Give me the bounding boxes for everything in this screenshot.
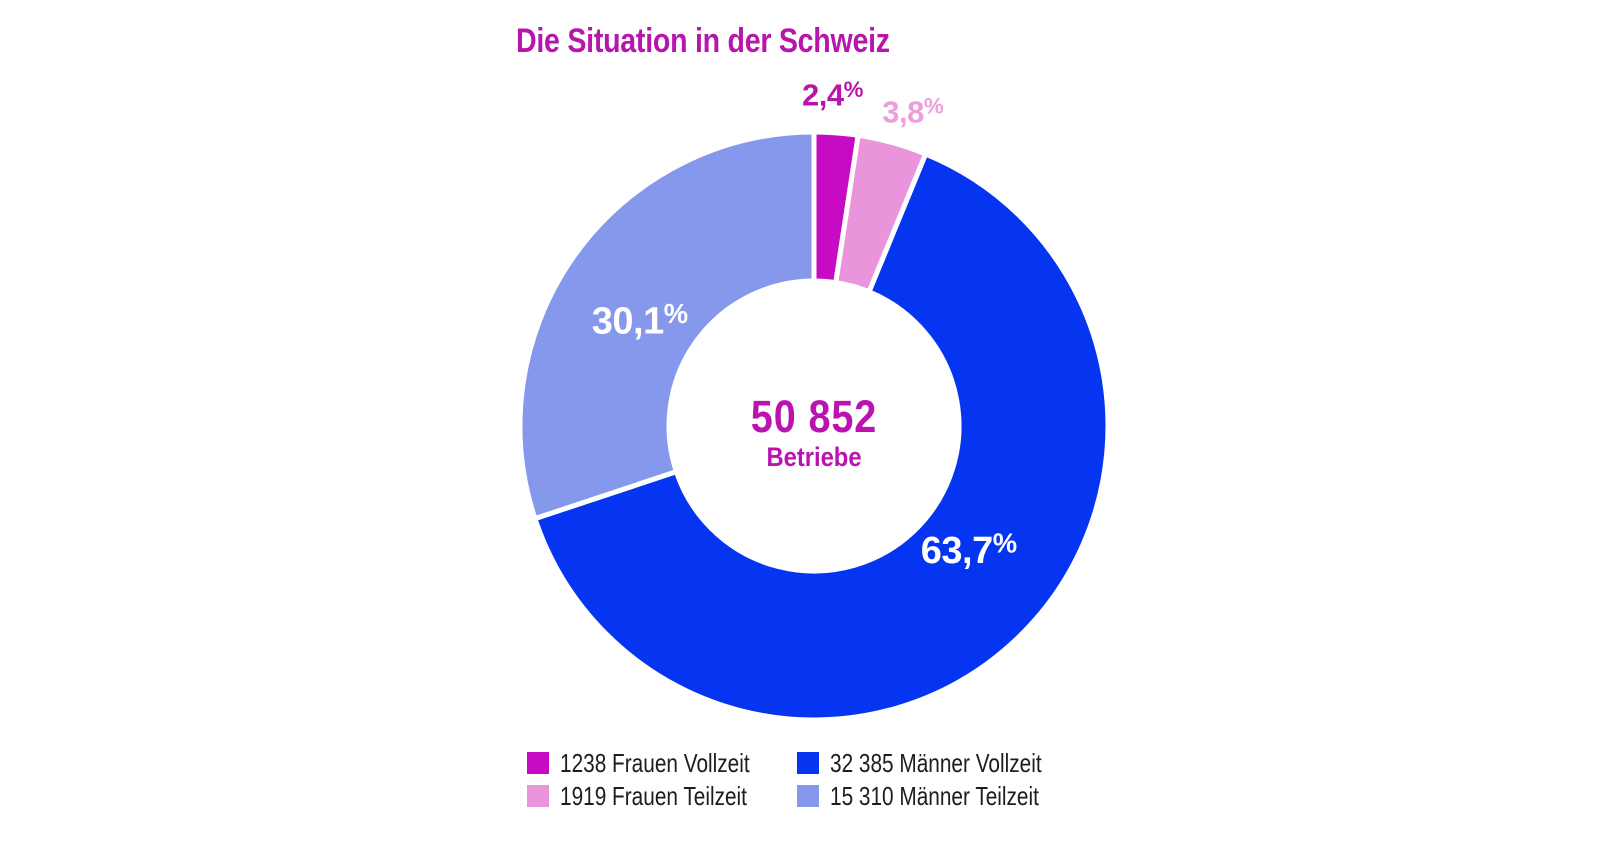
legend-column-frauen: 1238 Frauen Vollzeit 1919 Frauen Teilzei… [527,748,797,811]
donut-center-total-value: 50 852 [750,391,878,442]
legend-column-maenner: 32 385 Männer Vollzeit 15 310 Männer Tei… [797,748,1095,811]
chart-legend: 1238 Frauen Vollzeit 1919 Frauen Teilzei… [527,748,1095,811]
legend-label-maenner-vollzeit: 32 385 Männer Vollzeit [830,747,1042,778]
pie-slice-maenner-vollzeit [531,150,1111,723]
donut-center-total-unit: Betriebe [766,442,862,472]
legend-swatch-frauen-teilzeit [527,785,549,807]
pct-label-maenner-teilzeit: 30,1% [592,298,688,343]
pie-slice-maenner-teilzeit [517,129,817,522]
legend-item-frauen-vollzeit: 1238 Frauen Vollzeit [527,748,797,778]
legend-item-maenner-teilzeit: 15 310 Männer Teilzeit [797,781,1095,811]
legend-item-frauen-teilzeit: 1919 Frauen Teilzeit [527,781,797,811]
chart-title: Die Situation in der Schweiz [516,22,890,60]
pct-label-frauen-vollzeit: 2,4% [802,77,864,113]
legend-item-maenner-vollzeit: 32 385 Männer Vollzeit [797,748,1095,778]
legend-label-frauen-teilzeit: 1919 Frauen Teilzeit [560,780,747,811]
legend-label-frauen-vollzeit: 1238 Frauen Vollzeit [560,747,750,778]
legend-swatch-maenner-teilzeit [797,785,819,807]
legend-swatch-frauen-vollzeit [527,752,549,774]
pct-label-maenner-vollzeit: 63,7% [921,528,1017,573]
legend-label-maenner-teilzeit: 15 310 Männer Teilzeit [830,780,1039,811]
legend-swatch-maenner-vollzeit [797,752,819,774]
pct-label-frauen-teilzeit: 3,8% [882,94,944,130]
